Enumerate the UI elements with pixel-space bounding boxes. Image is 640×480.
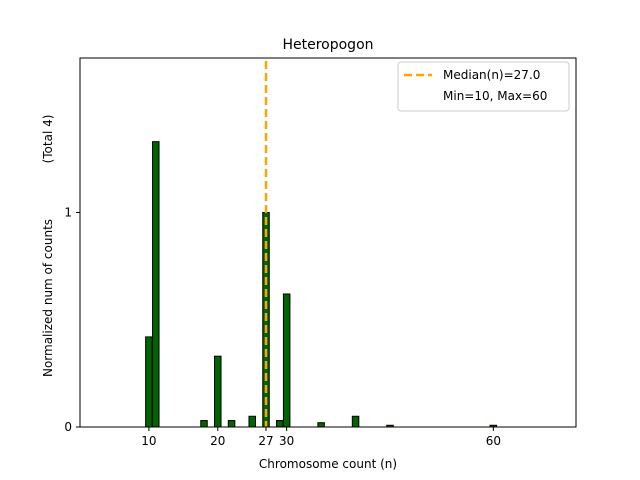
bar-10-0 [145,336,153,428]
bar-40-10 [351,415,360,428]
bar-18-2 [200,420,208,428]
y-tick-label-1: 1 [64,205,72,219]
legend-median-label: Median(n)=27.0 [443,68,540,82]
bar-30-8 [282,293,291,428]
bar-11-1 [152,141,160,428]
bar-29-7 [276,420,284,428]
legend-box [397,61,570,112]
y-axis-label: Normalized num of counts [41,219,55,377]
plot-frame [79,57,577,428]
x-tick-label-30: 30 [279,434,294,448]
bar-22-4 [227,420,236,428]
y-tick-label-0: 0 [64,420,72,434]
x-tick-label-60: 60 [486,434,501,448]
x-axis-label: Chromosome count (n) [259,457,397,471]
bar-25-5 [248,415,256,428]
x-axis-ticks: 10 20 27 30 60 [141,427,501,448]
chart-title: Heteropogon [282,37,373,53]
bar-20-3 [214,355,222,428]
y-axis-total-label: (Total 4) [41,115,55,164]
x-tick-label-10: 10 [141,434,156,448]
y-axis-ticks: 01 [64,205,80,434]
x-tick-label-27: 27 [258,434,273,448]
legend-minmax-label: Min=10, Max=60 [443,89,547,103]
legend: Median(n)=27.0 Min=10, Max=60 [397,61,570,112]
x-tick-label-20: 20 [210,434,225,448]
bar-35-9 [317,422,325,428]
